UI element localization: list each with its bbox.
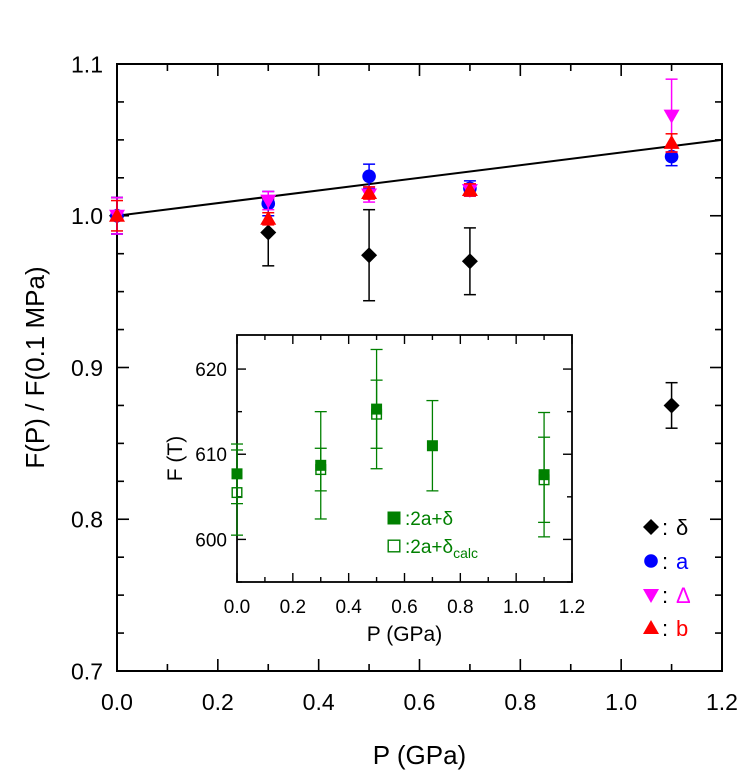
x-tick-label: 0.4 [335, 597, 362, 618]
legend-label-main: 2a+δ [410, 509, 453, 530]
legend-separator: : [405, 537, 410, 558]
legend-separator: : [662, 515, 668, 540]
legend-separator: : [662, 583, 668, 608]
series-2 [231, 379, 551, 536]
series-4 [109, 133, 680, 232]
fit-line [116, 138, 723, 217]
legend-label: :2a+δ [405, 509, 453, 530]
y-tick-label: 620 [195, 360, 227, 381]
data-point [361, 184, 378, 199]
data-point [663, 109, 680, 124]
legend-marker [644, 554, 658, 568]
legend-label-main: 2a+δ [410, 537, 453, 558]
legend-label: :2a+δcalc [405, 537, 478, 561]
data-point [260, 224, 277, 241]
data-point [538, 474, 550, 486]
legend-label: a [676, 549, 689, 574]
data-point [371, 408, 383, 420]
y-tick-label: 610 [195, 445, 227, 466]
legend-label: δ [676, 515, 688, 540]
x-tick-label: 0.8 [504, 689, 536, 715]
legend: : δ: a: Δ: b [643, 515, 691, 641]
data-point [231, 487, 243, 499]
data-point [260, 194, 277, 209]
data-point [362, 169, 376, 184]
y-tick-label: 0.9 [71, 355, 103, 381]
data-point [461, 181, 478, 196]
legend-marker [387, 539, 401, 553]
x-tick-label: 0.0 [224, 597, 250, 618]
data-point [426, 440, 438, 452]
x-tick-label: 1.0 [605, 689, 637, 715]
y-axis-title: F(P) / F(0.1 MPa) [20, 266, 50, 468]
legend-separator: : [405, 509, 410, 530]
legend-marker [643, 589, 659, 603]
x-tick-label: 0.2 [280, 597, 306, 618]
legend-marker [387, 511, 401, 525]
legend-marker [643, 519, 659, 535]
data-point [109, 207, 125, 222]
y-tick-label: 1.0 [71, 203, 103, 229]
x-tick-label: 0.6 [404, 689, 436, 715]
data-point [361, 247, 378, 264]
y-tick-label: 1.1 [71, 51, 103, 77]
x-tick-label: 0.8 [447, 597, 473, 618]
legend-label: b [676, 616, 688, 641]
inset-x-axis-title: P (GPa) [367, 623, 442, 646]
inset-legend: :2a+δ:2a+δcalc [387, 509, 478, 561]
series-2 [110, 146, 679, 235]
x-tick-label: 0.2 [202, 689, 234, 715]
legend-label-subscript: calc [453, 545, 478, 561]
data-point [315, 464, 327, 476]
x-tick-label: 1.2 [706, 689, 738, 715]
y-tick-label: 0.7 [71, 658, 103, 684]
data-point [664, 149, 679, 164]
x-axis-title: P (GPa) [373, 740, 466, 770]
legend-separator: : [662, 616, 668, 641]
plot-frame [236, 334, 573, 583]
data-point [663, 397, 680, 414]
y-tick-label: 0.8 [71, 507, 103, 533]
x-tick-label: 0.0 [101, 689, 133, 715]
legend-label: Δ [676, 583, 691, 608]
data-point [461, 253, 478, 270]
inset-y-axis-title: F (T) [164, 436, 187, 481]
legend-separator: : [662, 549, 668, 574]
legend-marker [643, 620, 659, 634]
inset-plot: 0.0 0.2 0.4 0.6 0.8 1.0 1.2 600 610 620 P (GPa) F (… [164, 334, 585, 646]
x-tick-label: 1.2 [559, 597, 585, 618]
y-tick-label: 600 [195, 530, 227, 551]
main-plot: 0.0 0.2 0.4 0.6 0.8 1.0 1.2 0.7 0.8 0.9 1.0 1.1 P (G… [20, 51, 738, 770]
x-tick-label: 0.6 [391, 597, 417, 618]
data-point [260, 210, 277, 225]
x-tick-label: 1.0 [503, 597, 529, 618]
data-point [663, 134, 680, 149]
x-tick-label: 0.4 [303, 689, 335, 715]
